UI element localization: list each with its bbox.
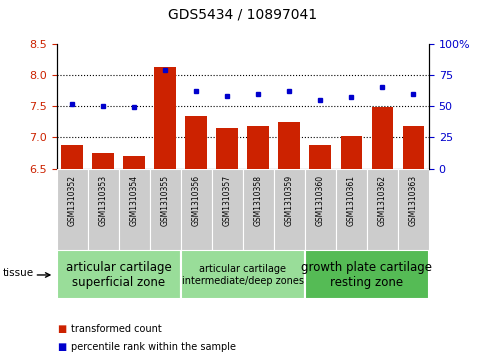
- Text: ■: ■: [57, 323, 66, 334]
- Bar: [181, 250, 305, 299]
- Text: GSM1310360: GSM1310360: [316, 175, 325, 227]
- Bar: [274, 169, 305, 250]
- Bar: [403, 126, 424, 169]
- Text: GSM1310358: GSM1310358: [254, 175, 263, 226]
- Bar: [310, 145, 331, 169]
- Text: articular cartilage
intermediate/deep zones: articular cartilage intermediate/deep zo…: [182, 264, 304, 286]
- Text: GSM1310363: GSM1310363: [409, 175, 418, 227]
- Text: growth plate cartilage
resting zone: growth plate cartilage resting zone: [301, 261, 432, 289]
- Text: GSM1310352: GSM1310352: [68, 175, 77, 226]
- Text: percentile rank within the sample: percentile rank within the sample: [71, 342, 237, 352]
- Bar: [185, 115, 207, 169]
- Text: GSM1310359: GSM1310359: [285, 175, 294, 227]
- Text: transformed count: transformed count: [71, 323, 162, 334]
- Bar: [181, 169, 212, 250]
- Text: GSM1310362: GSM1310362: [378, 175, 387, 226]
- Text: GSM1310356: GSM1310356: [192, 175, 201, 227]
- Bar: [123, 156, 145, 169]
- Bar: [154, 68, 176, 169]
- Bar: [367, 169, 398, 250]
- Text: GSM1310355: GSM1310355: [161, 175, 170, 227]
- Text: tissue: tissue: [2, 268, 34, 278]
- Text: GSM1310353: GSM1310353: [99, 175, 108, 227]
- Bar: [279, 122, 300, 169]
- Bar: [305, 250, 429, 299]
- Bar: [57, 169, 88, 250]
- Bar: [243, 169, 274, 250]
- Bar: [61, 145, 83, 169]
- Text: GDS5434 / 10897041: GDS5434 / 10897041: [168, 8, 317, 22]
- Text: articular cartilage
superficial zone: articular cartilage superficial zone: [66, 261, 172, 289]
- Bar: [119, 169, 150, 250]
- Text: ■: ■: [57, 342, 66, 352]
- Bar: [150, 169, 181, 250]
- Text: GSM1310357: GSM1310357: [223, 175, 232, 227]
- Bar: [398, 169, 429, 250]
- Bar: [247, 126, 269, 169]
- Bar: [216, 128, 238, 169]
- Bar: [57, 250, 181, 299]
- Text: GSM1310354: GSM1310354: [130, 175, 139, 227]
- Bar: [88, 169, 119, 250]
- Bar: [336, 169, 367, 250]
- Bar: [212, 169, 243, 250]
- Bar: [372, 107, 393, 169]
- Bar: [341, 136, 362, 169]
- Bar: [305, 169, 336, 250]
- Bar: [92, 153, 114, 169]
- Text: GSM1310361: GSM1310361: [347, 175, 356, 226]
